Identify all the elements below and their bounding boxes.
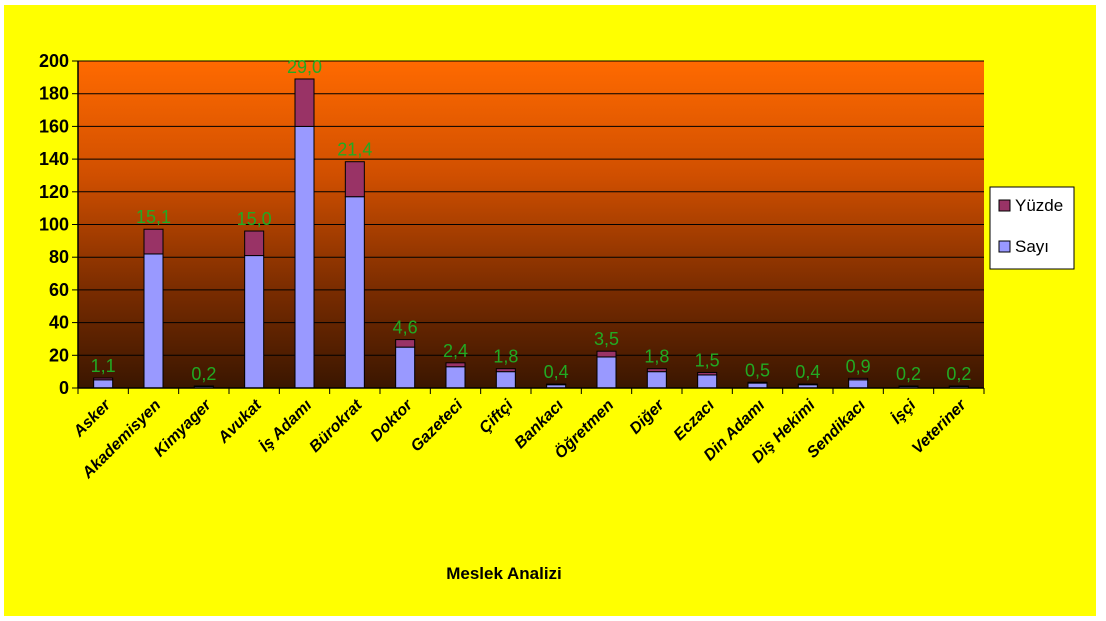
- bar-sayi: [244, 255, 265, 389]
- y-tick-label: 40: [49, 313, 69, 333]
- bar-sayi: [495, 371, 516, 389]
- bar-sayi: [294, 125, 315, 389]
- bar-yuzde: [93, 377, 114, 381]
- bar-sayi: [344, 196, 365, 389]
- bar-yuzde: [445, 362, 466, 368]
- y-tick-label: 20: [49, 345, 69, 365]
- bar-yuzde: [747, 381, 768, 384]
- y-tick-label: 140: [39, 149, 69, 169]
- data-label: 0,5: [745, 360, 770, 380]
- y-tick-label: 60: [49, 280, 69, 300]
- bar-yuzde: [898, 385, 919, 388]
- y-tick-label: 120: [39, 182, 69, 202]
- bar-sayi: [596, 356, 617, 389]
- gridlines: [78, 60, 984, 389]
- x-tick-label: Avukat: [215, 396, 266, 447]
- bar-yuzde: [948, 385, 969, 388]
- y-tick-label: 0: [59, 378, 69, 398]
- data-label: 0,4: [544, 362, 569, 382]
- legend-swatch-sayi: [998, 240, 1011, 253]
- bar-sayi: [93, 379, 114, 389]
- data-label: 4,6: [393, 318, 418, 338]
- data-label: 2,4: [443, 341, 468, 361]
- data-labels: 1,1 15,1 0,2 15,0 29,0 21,4 4,6 2,4 1,8 0,4 3,5 1,8…: [91, 57, 972, 384]
- data-label: 0,2: [896, 364, 921, 384]
- legend-label-yuzde: Yüzde: [1015, 196, 1063, 215]
- y-axis: 0 20 40 60 80 100 120 140 160 180 200: [39, 51, 79, 398]
- data-label: 3,5: [594, 329, 619, 349]
- data-label: 21,4: [337, 140, 372, 160]
- bar-yuzde: [294, 78, 315, 127]
- bar-sayi: [143, 253, 164, 389]
- bar-yuzde: [244, 230, 265, 257]
- x-tick-label: Gazeteci: [408, 396, 467, 455]
- x-tick-label: İşçi: [888, 396, 920, 428]
- y-tick-label: 200: [39, 51, 69, 71]
- bar-sayi: [848, 379, 869, 389]
- data-label: 1,1: [91, 356, 116, 376]
- data-label: 0,9: [846, 356, 871, 376]
- legend-swatch-yuzde: [998, 199, 1011, 212]
- data-label: 1,8: [644, 347, 669, 367]
- bar-yuzde: [344, 161, 365, 198]
- bar-yuzde: [143, 228, 164, 255]
- bar-sayi: [445, 366, 466, 389]
- x-tick-label: İş Adamı: [256, 396, 316, 456]
- x-tick-label: Eczacı: [671, 396, 719, 444]
- data-label: 0,2: [946, 364, 971, 384]
- bar-sayi: [697, 374, 718, 389]
- data-label: 29,0: [287, 57, 322, 77]
- bar-yuzde: [395, 339, 416, 348]
- y-tick-label: 180: [39, 84, 69, 104]
- chart-area: 0 20 40 60 80 100 120 140 160 180 200 1,1 15,1 0,2 15…: [4, 5, 1096, 616]
- bar-yuzde: [646, 368, 667, 373]
- data-label: 0,4: [795, 362, 820, 382]
- legend-label-sayi: Sayı: [1015, 237, 1049, 256]
- bar-yuzde: [697, 371, 718, 376]
- data-label: 0,2: [191, 364, 216, 384]
- bar-yuzde: [596, 350, 617, 358]
- legend: Yüzde Sayı: [989, 186, 1075, 270]
- y-tick-label: 80: [49, 247, 69, 267]
- bars: [93, 78, 969, 389]
- x-tick-label: Çiftçi: [476, 396, 517, 437]
- x-tick-label: Veteriner: [909, 396, 970, 457]
- data-label: 15,1: [136, 207, 171, 227]
- bar-chart: 0 20 40 60 80 100 120 140 160 180 200 1,1 15,1 0,2 15…: [39, 51, 1075, 583]
- data-label: 1,8: [493, 347, 518, 367]
- bar-sayi: [646, 371, 667, 389]
- y-tick-label: 100: [39, 215, 69, 235]
- x-tick-label: Doktor: [368, 396, 417, 445]
- x-tick-label: Asker: [70, 396, 115, 441]
- data-label: 15,0: [237, 209, 272, 229]
- bar-yuzde: [495, 368, 516, 373]
- bar-yuzde: [546, 383, 567, 386]
- y-tick-label: 160: [39, 116, 69, 136]
- bar-yuzde: [848, 377, 869, 381]
- bar-yuzde: [193, 385, 214, 388]
- x-tick-label: Diğer: [627, 396, 668, 437]
- x-tick-label: Bürokrat: [306, 396, 366, 456]
- bar-sayi: [395, 346, 416, 389]
- x-axis-label: Meslek Analizi: [446, 564, 562, 583]
- bar-yuzde: [797, 383, 818, 386]
- data-label: 1,5: [695, 350, 720, 370]
